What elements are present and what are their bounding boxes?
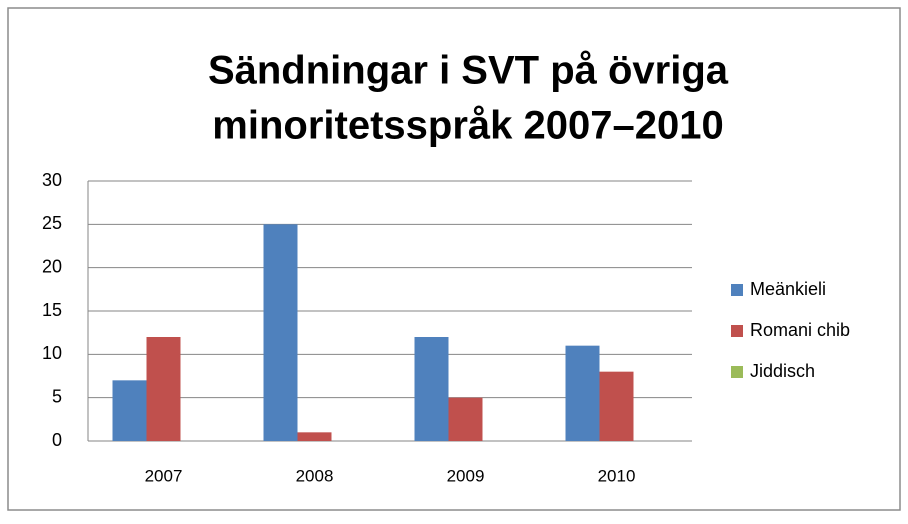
x-tick-label: 2007 — [145, 466, 183, 485]
x-tick-label: 2008 — [296, 466, 334, 485]
x-tick-label: 2009 — [447, 466, 485, 485]
bar — [448, 397, 483, 441]
chart-title: Sändningar i SVT på övriga — [208, 49, 729, 93]
bar — [146, 337, 181, 441]
bar — [263, 224, 298, 441]
legend-label: Jiddisch — [750, 361, 815, 381]
y-tick-label: 30 — [42, 170, 62, 190]
y-tick-label: 15 — [42, 300, 62, 320]
bar — [565, 345, 600, 441]
bar — [599, 371, 634, 441]
y-tick-label: 0 — [52, 430, 62, 450]
y-tick-label: 10 — [42, 343, 62, 363]
bar — [297, 432, 332, 441]
legend-label: Meänkieli — [750, 279, 826, 299]
legend-label: Romani chib — [750, 320, 850, 340]
x-tick-label: 2010 — [598, 466, 636, 485]
bar — [414, 337, 449, 441]
legend-swatch — [731, 284, 743, 296]
y-tick-label: 20 — [42, 256, 62, 276]
chart-title: minoritetsspråk 2007–2010 — [212, 104, 723, 148]
legend-swatch — [731, 325, 743, 337]
y-tick-label: 25 — [42, 213, 62, 233]
bar — [112, 380, 147, 441]
legend-swatch — [731, 366, 743, 378]
y-tick-label: 5 — [52, 386, 62, 406]
